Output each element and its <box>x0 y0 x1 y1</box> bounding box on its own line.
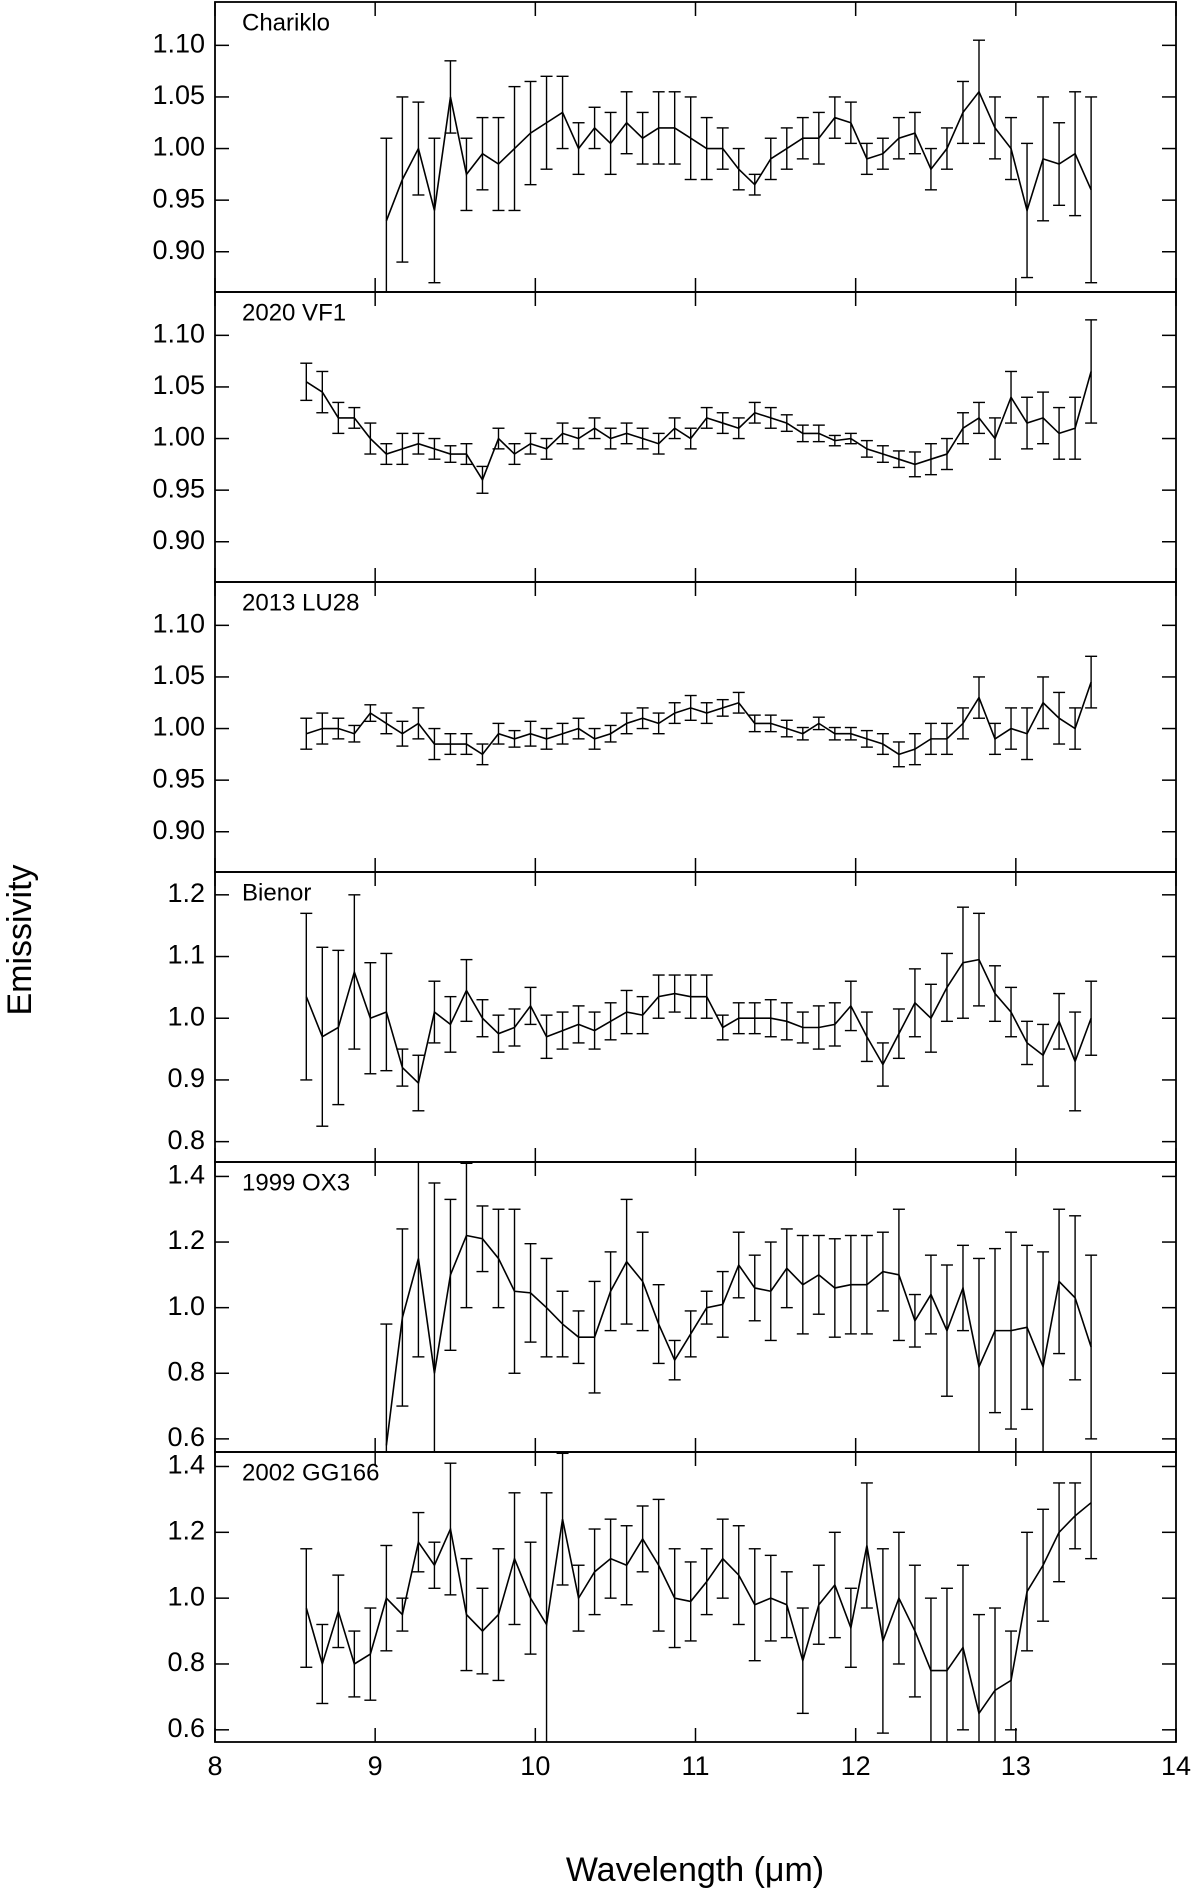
panel: 0.90 0.95 1.00 1.05 1.10 Chariklo <box>152 1 1177 293</box>
panel-frame <box>214 1451 1177 1743</box>
panel: 0.6 0.8 1.0 1.2 1.4 8 9 10 11 12 13 14 2002 GG166 <box>167 1450 1191 1782</box>
y-tick-label: 1.05 <box>152 370 205 400</box>
panel-title: Bienor <box>242 879 311 906</box>
y-tick-label: 1.10 <box>152 318 205 348</box>
panel: 0.90 0.95 1.00 1.05 1.10 2013 LU28 <box>152 581 1177 873</box>
plot-area <box>300 655 1098 768</box>
y-tick-label: 0.6 <box>167 1713 205 1743</box>
y-tick-label: 1.2 <box>167 1225 205 1255</box>
y-tick-label: 1.4 <box>167 1160 205 1190</box>
y-tick-label: 1.00 <box>152 422 205 452</box>
panel-frame <box>214 291 1177 583</box>
data-line <box>305 958 1092 1085</box>
y-tick-label: 1.4 <box>167 1450 205 1480</box>
panel: 0.8 0.9 1.0 1.1 1.2 Bienor <box>167 871 1177 1163</box>
y-tick-label: 0.95 <box>152 763 205 793</box>
y-tick-label: 1.05 <box>152 80 205 110</box>
y-tick-label: 1.10 <box>152 608 205 638</box>
y-tick-label: 0.8 <box>167 1647 205 1677</box>
plot-area <box>300 894 1098 1127</box>
plot-area <box>300 1452 1098 1742</box>
panel-title: Chariklo <box>242 9 330 36</box>
y-tick-label: 1.2 <box>167 878 205 908</box>
y-tick-label: 1.10 <box>152 28 205 58</box>
panel-frame <box>214 1161 1177 1453</box>
x-axis-title: Wavelength (μm) <box>566 1851 824 1889</box>
plot-area <box>300 319 1098 494</box>
y-tick-label: 0.95 <box>152 183 205 213</box>
y-tick-label: 0.6 <box>167 1422 205 1452</box>
panel: 0.90 0.95 1.00 1.05 1.10 2020 VF1 <box>152 291 1177 583</box>
y-tick-label: 1.0 <box>167 1001 205 1031</box>
data-line <box>306 681 1092 756</box>
y-tick-label: 0.8 <box>167 1125 205 1155</box>
x-tick-label: 10 <box>520 1751 550 1781</box>
panel-frame <box>214 1 1177 293</box>
y-tick-label: 0.90 <box>152 815 205 845</box>
x-tick-label: 13 <box>1001 1751 1031 1781</box>
y-axis-title: Emissivity <box>1 864 39 1015</box>
y-tick-label: 1.0 <box>167 1291 205 1321</box>
y-tick-label: 1.05 <box>152 660 205 690</box>
x-tick-label: 12 <box>841 1751 871 1781</box>
x-tick-label: 14 <box>1161 1751 1191 1781</box>
x-tick-label: 9 <box>368 1751 383 1781</box>
panel-title: 2020 VF1 <box>242 299 346 326</box>
y-tick-label: 1.2 <box>167 1515 205 1545</box>
data-line <box>305 371 1092 482</box>
y-tick-label: 0.8 <box>167 1356 205 1386</box>
plot-area <box>380 1162 1098 1452</box>
y-tick-label: 0.95 <box>152 473 205 503</box>
y-tick-label: 1.0 <box>167 1581 205 1611</box>
y-tick-label: 1.1 <box>167 940 205 970</box>
y-tick-label: 1.00 <box>152 132 205 162</box>
panel-title: 1999 OX3 <box>242 1169 350 1196</box>
y-tick-label: 0.90 <box>152 235 205 265</box>
data-line <box>305 1502 1092 1716</box>
panel-title: 2013 LU28 <box>242 589 359 616</box>
x-tick-label: 8 <box>207 1751 222 1781</box>
plot-area <box>380 39 1098 292</box>
y-tick-label: 0.90 <box>152 525 205 555</box>
x-tick-label: 11 <box>681 1751 709 1781</box>
y-tick-label: 1.00 <box>152 712 205 742</box>
panel-title: 2002 GG166 <box>242 1459 379 1486</box>
y-tick-label: 0.9 <box>167 1063 205 1093</box>
panel: 0.6 0.8 1.0 1.2 1.4 1999 OX3 <box>167 1160 1177 1453</box>
panel-frame <box>214 871 1177 1163</box>
